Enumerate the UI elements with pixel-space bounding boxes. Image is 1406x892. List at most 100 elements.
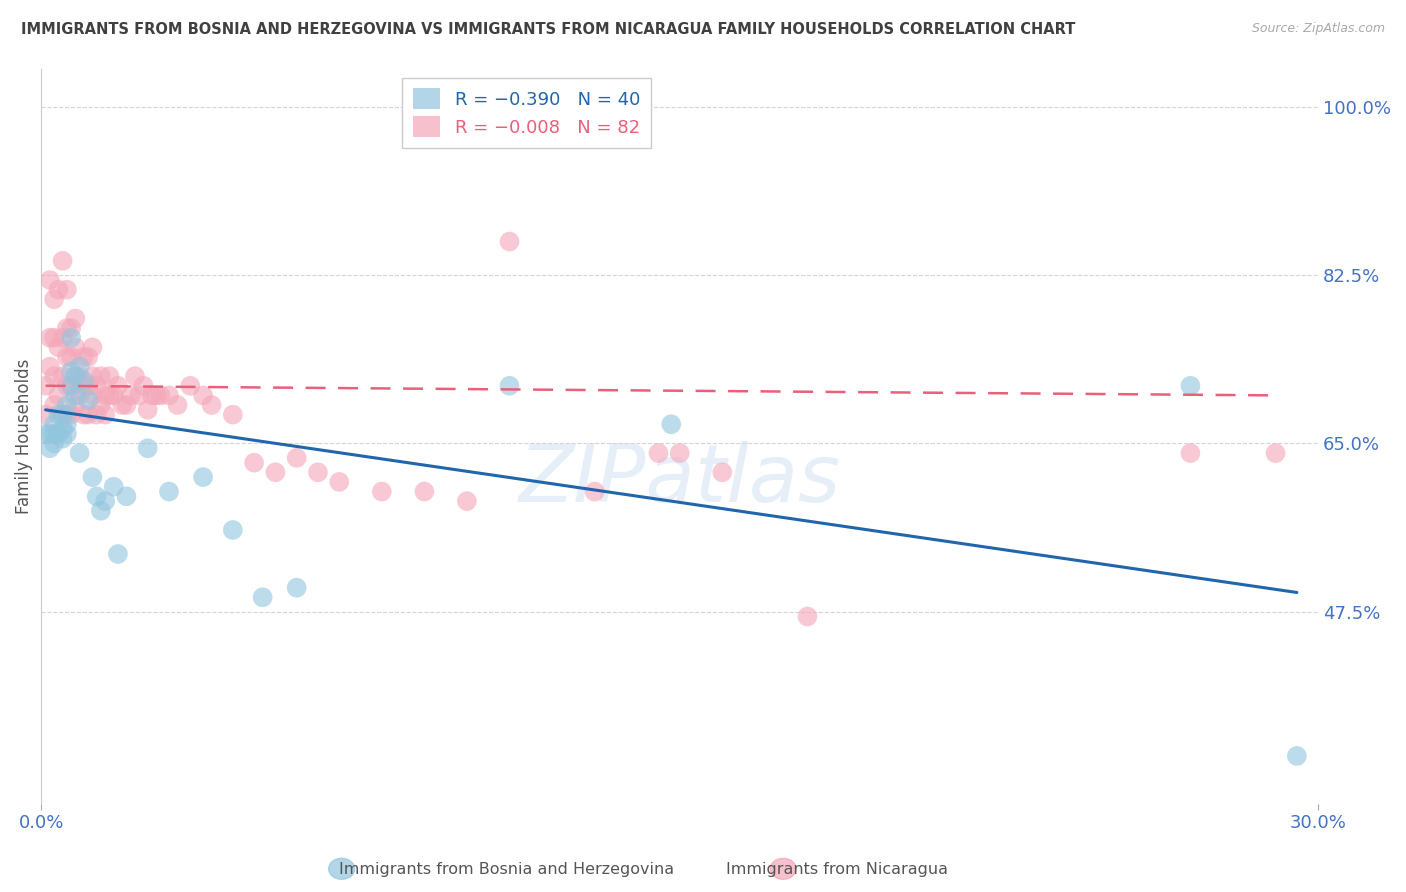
- Point: [56, 417, 79, 432]
- Point: [82, 470, 104, 484]
- Point: [38, 426, 60, 441]
- Text: Immigrants from Nicaragua: Immigrants from Nicaragua: [725, 863, 948, 877]
- Point: [86, 489, 108, 503]
- Point: [222, 523, 245, 537]
- Point: [60, 364, 83, 378]
- Point: [77, 393, 100, 408]
- Point: [42, 417, 65, 432]
- Point: [60, 350, 83, 364]
- Point: [659, 417, 682, 432]
- Point: [60, 331, 83, 345]
- Point: [132, 378, 155, 392]
- Point: [200, 398, 222, 412]
- Point: [73, 378, 96, 392]
- Point: [149, 388, 172, 402]
- Point: [65, 340, 87, 354]
- Point: [115, 489, 138, 503]
- Point: [52, 422, 75, 436]
- Circle shape: [770, 858, 796, 880]
- Point: [69, 369, 91, 384]
- Legend: R = −0.390   N = 40, R = −0.008   N = 82: R = −0.390 N = 40, R = −0.008 N = 82: [402, 78, 651, 148]
- Point: [42, 292, 65, 306]
- Point: [82, 340, 104, 354]
- Point: [48, 388, 70, 402]
- Point: [52, 331, 75, 345]
- Text: ZIPatlas: ZIPatlas: [519, 442, 841, 519]
- Point: [264, 465, 287, 479]
- Point: [52, 408, 75, 422]
- Point: [98, 388, 121, 402]
- Point: [77, 350, 100, 364]
- Point: [124, 369, 146, 384]
- Point: [73, 374, 96, 388]
- Point: [647, 446, 669, 460]
- Point: [141, 388, 163, 402]
- Point: [1180, 446, 1202, 460]
- Point: [65, 388, 87, 402]
- Point: [65, 398, 87, 412]
- Circle shape: [329, 858, 354, 880]
- Point: [86, 408, 108, 422]
- Point: [285, 450, 308, 465]
- Point: [38, 359, 60, 374]
- Text: Immigrants from Bosnia and Herzegovina: Immigrants from Bosnia and Herzegovina: [339, 863, 673, 877]
- Point: [136, 402, 159, 417]
- Point: [42, 331, 65, 345]
- Point: [307, 465, 329, 479]
- Point: [115, 398, 138, 412]
- Point: [103, 388, 125, 402]
- Point: [48, 426, 70, 441]
- Point: [668, 446, 690, 460]
- Point: [191, 470, 214, 484]
- Point: [111, 398, 134, 412]
- Point: [107, 378, 129, 392]
- Point: [34, 426, 56, 441]
- Point: [328, 475, 350, 489]
- Point: [65, 311, 87, 326]
- Point: [98, 369, 121, 384]
- Point: [82, 369, 104, 384]
- Point: [48, 408, 70, 422]
- Point: [65, 369, 87, 384]
- Point: [42, 369, 65, 384]
- Point: [56, 398, 79, 412]
- Point: [222, 408, 245, 422]
- Point: [86, 378, 108, 392]
- Point: [498, 235, 520, 249]
- Point: [166, 398, 188, 412]
- Point: [56, 378, 79, 392]
- Point: [52, 432, 75, 446]
- Text: Source: ZipAtlas.com: Source: ZipAtlas.com: [1251, 22, 1385, 36]
- Point: [1285, 748, 1308, 763]
- Point: [498, 378, 520, 392]
- Point: [371, 484, 394, 499]
- Point: [711, 465, 734, 479]
- Point: [107, 547, 129, 561]
- Point: [69, 359, 91, 374]
- Point: [157, 484, 180, 499]
- Point: [65, 369, 87, 384]
- Point: [136, 442, 159, 456]
- Point: [38, 331, 60, 345]
- Point: [796, 609, 818, 624]
- Point: [60, 408, 83, 422]
- Point: [34, 408, 56, 422]
- Point: [34, 378, 56, 392]
- Point: [56, 283, 79, 297]
- Point: [56, 321, 79, 335]
- Point: [90, 504, 112, 518]
- Point: [94, 494, 117, 508]
- Point: [42, 426, 65, 441]
- Point: [48, 283, 70, 297]
- Point: [90, 398, 112, 412]
- Point: [94, 388, 117, 402]
- Point: [157, 388, 180, 402]
- Point: [128, 388, 150, 402]
- Point: [73, 350, 96, 364]
- Point: [90, 369, 112, 384]
- Text: IMMIGRANTS FROM BOSNIA AND HERZEGOVINA VS IMMIGRANTS FROM NICARAGUA FAMILY HOUSE: IMMIGRANTS FROM BOSNIA AND HERZEGOVINA V…: [21, 22, 1076, 37]
- Point: [42, 436, 65, 450]
- Point: [77, 378, 100, 392]
- Point: [56, 408, 79, 422]
- Point: [285, 581, 308, 595]
